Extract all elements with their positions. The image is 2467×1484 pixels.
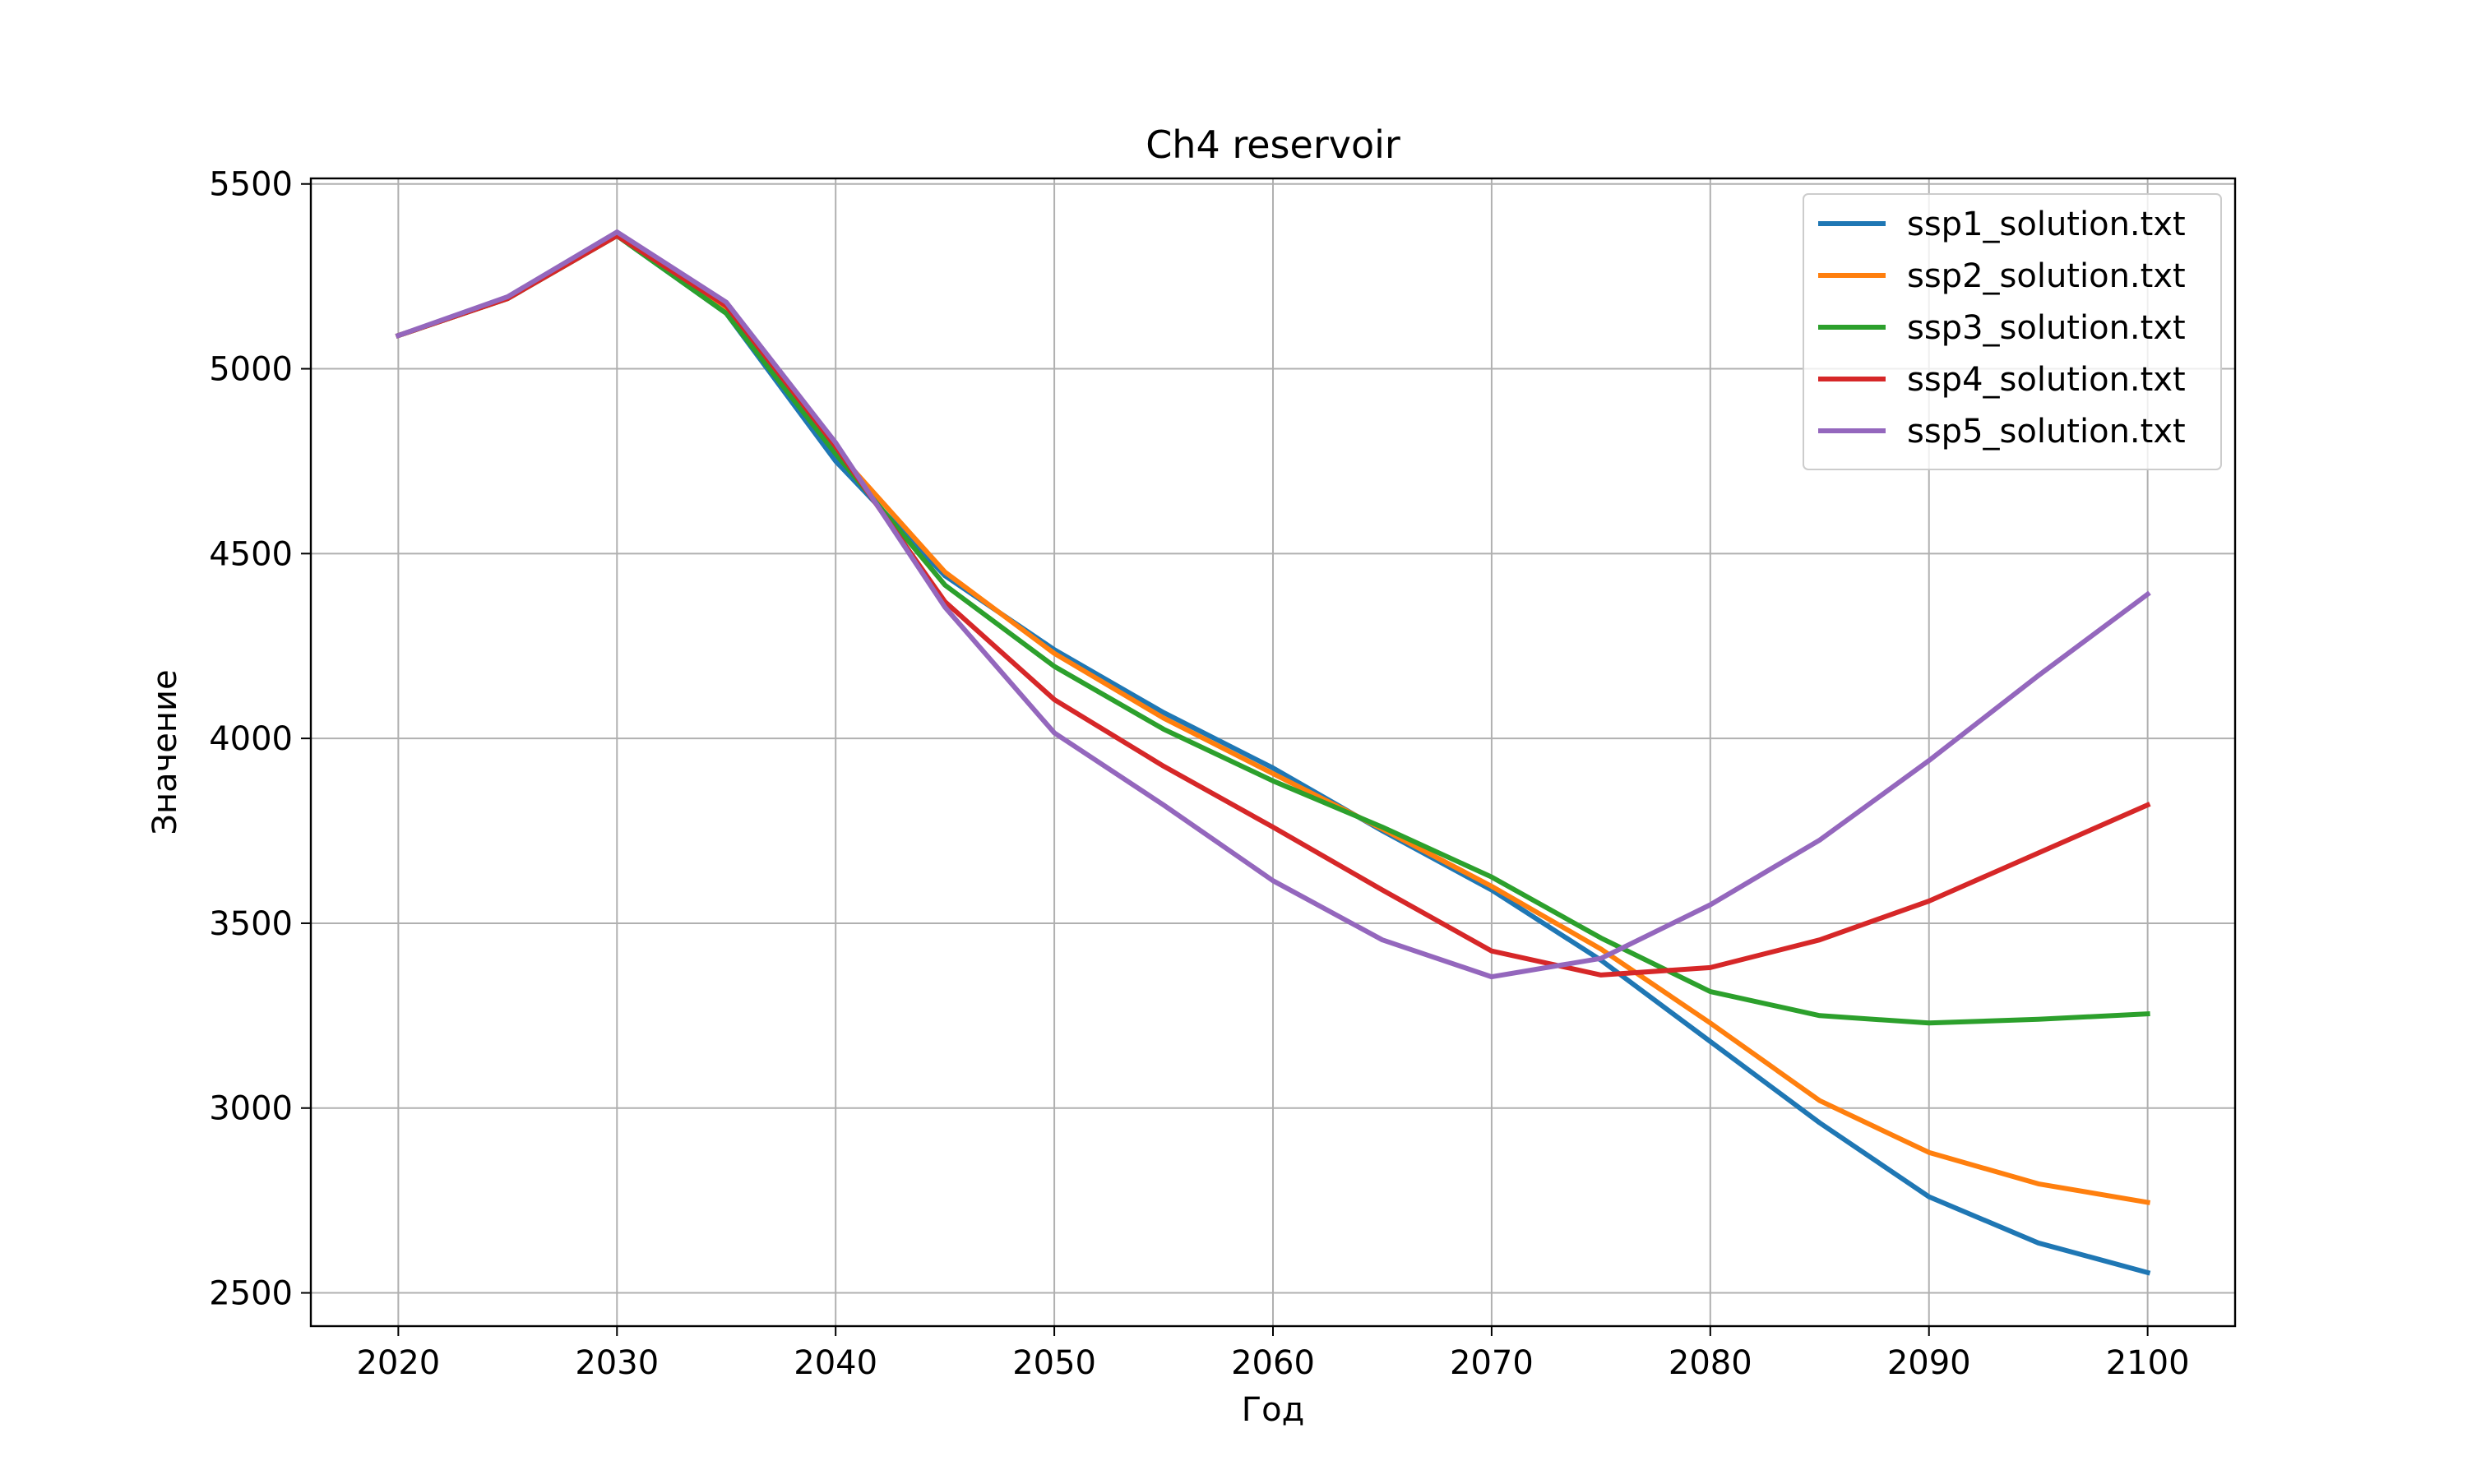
y-tick-label: 5000: [209, 351, 293, 389]
legend-box: [1803, 193, 2222, 470]
x-tick-label: 2020: [356, 1344, 440, 1382]
legend-label: ssp2_solution.txt: [1907, 257, 2186, 295]
y-tick-label: 3500: [209, 905, 293, 943]
x-tick-label: 2100: [2106, 1344, 2190, 1382]
series-line: [395, 229, 2151, 980]
legend-label: ssp5_solution.txt: [1907, 413, 2186, 451]
legend-label: ssp1_solution.txt: [1907, 206, 2186, 243]
y-tick-label: 4000: [209, 720, 293, 758]
x-tick-label: 2090: [1887, 1344, 1971, 1382]
x-axis-label: Год: [1242, 1391, 1305, 1429]
y-tick-label: 3000: [209, 1090, 293, 1128]
series-line: [395, 233, 2151, 978]
x-tick-label: 2030: [575, 1344, 659, 1382]
x-tick-label: 2060: [1231, 1344, 1315, 1382]
y-axis-label: Значение: [146, 669, 184, 834]
y-tick-label: 4500: [209, 535, 293, 573]
grid: [311, 178, 2235, 1326]
series-lines: [395, 229, 2151, 1276]
y-tick-label: 2500: [209, 1275, 293, 1313]
x-tick-label: 2080: [1669, 1344, 1752, 1382]
legend-label: ssp3_solution.txt: [1907, 309, 2186, 347]
legend: ssp1_solution.txt ssp2_solution.txt ssp3_s…: [1803, 193, 2222, 470]
series-line: [395, 233, 2150, 1026]
x-tick-label: 2040: [794, 1344, 877, 1382]
x-tick-label: 2070: [1450, 1344, 1534, 1382]
y-tick-label: 5500: [209, 166, 293, 204]
legend-label: ssp4_solution.txt: [1907, 361, 2186, 399]
axis-ticks: 2020 2030 2040 2050 2060 2070 2080 2090 2100 2500…: [209, 166, 2189, 1382]
chart-title: Ch4 reservoir: [1146, 123, 1400, 167]
x-tick-label: 2050: [1012, 1344, 1096, 1382]
